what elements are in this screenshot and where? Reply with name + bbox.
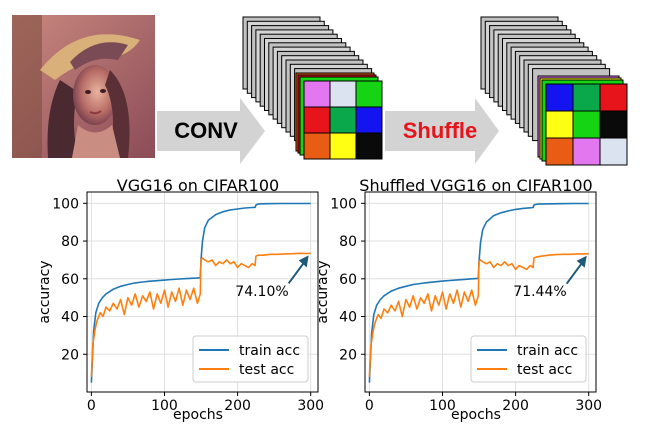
test-acc-line [368,252,589,377]
test-acc-line [90,252,311,377]
legend-label-train: train acc [517,343,578,359]
x-axis-label: epochs [451,407,501,423]
shuffle-arrow: Shuffle [385,98,499,164]
channel-cell [572,137,601,166]
legend: train acc test acc [192,335,309,383]
plot-frame [86,191,319,393]
annotation-text: 74.10% [235,284,288,300]
channel-cell [599,137,628,166]
channel-cell [329,80,357,108]
y-tick-label: 40 [339,310,357,326]
shuffle-label: Shuffle [403,118,478,143]
channel-cell [545,137,574,166]
y-tick-label: 80 [339,234,357,250]
channel-cell [303,132,331,160]
x-axis-label: epochs [173,407,223,423]
x-tick-label: 300 [575,398,602,414]
y-tick-label: 40 [61,310,79,326]
channel-grid-before [295,72,383,160]
tick-labels: 0 100 200 300 20 40 60 80 100 [52,196,324,414]
channel-cell [355,106,383,134]
plot-frame [364,191,597,393]
chart-shuffled-vgg16: Shuffled VGG16 on CIFAR100 accuracy epoc… [315,176,602,423]
x-tick-label: 100 [151,398,178,414]
channel-cell [329,132,357,160]
conv-label: CONV [174,118,238,143]
annotation-text: 71.44% [513,284,566,300]
channel-cell [599,110,628,139]
channel-cell [303,106,331,134]
channel-grid-after [537,75,628,166]
y-tick-label: 80 [61,234,79,250]
plot-lines [90,202,311,383]
y-tick-label: 100 [52,196,79,212]
x-tick-label: 200 [224,398,251,414]
conv-arrow: CONV [157,98,265,164]
y-axis-label: accuracy [315,260,331,323]
tick-labels: 0 100 200 300 20 40 60 80 100 [330,196,602,414]
y-tick-label: 20 [61,347,79,363]
x-tick-label: 0 [365,398,374,414]
channel-cell [355,132,383,160]
x-tick-label: 200 [502,398,529,414]
channel-cell [355,80,383,108]
y-tick-label: 20 [339,347,357,363]
chart-title: Shuffled VGG16 on CIFAR100 [359,176,592,195]
legend: train acc test acc [470,335,587,383]
chart-title: VGG16 on CIFAR100 [117,176,279,195]
y-axis-label: accuracy [37,260,53,323]
final-accuracy-annotation: 74.10% [235,255,309,300]
y-tick-label: 60 [339,272,357,288]
channel-cell [545,110,574,139]
y-tick-label: 100 [330,196,357,212]
channel-cell [599,83,628,112]
plot-lines [368,202,589,383]
legend-label-test: test acc [517,362,572,378]
y-tick-label: 60 [61,272,79,288]
channel-cell [329,106,357,134]
channel-cell [572,83,601,112]
chart-vgg16: VGG16 on CIFAR100 accuracy epochs 0 100 20… [37,176,324,423]
portrait-photo [12,15,155,158]
final-accuracy-annotation: 71.44% [513,255,587,300]
x-tick-label: 0 [87,398,96,414]
legend-label-train: train acc [239,343,300,359]
channel-cell [545,83,574,112]
x-tick-label: 300 [297,398,324,414]
channel-cell [572,110,601,139]
x-tick-label: 100 [429,398,456,414]
channel-cell [303,80,331,108]
legend-label-test: test acc [239,362,294,378]
